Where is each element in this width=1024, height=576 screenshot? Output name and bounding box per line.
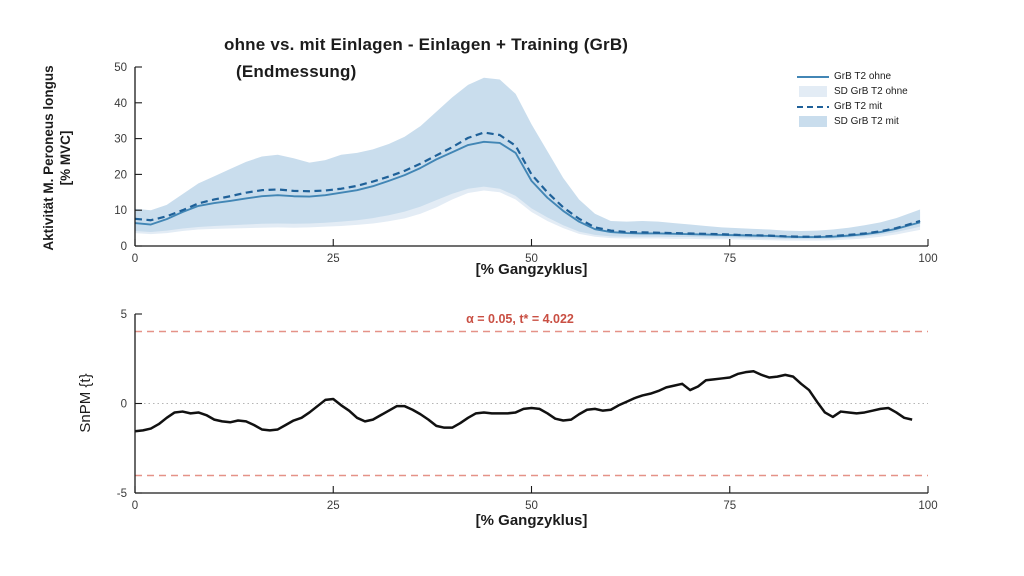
light-patch-swatch-icon [797, 86, 829, 97]
top-y-axis-label-line2: [% MVC] [58, 130, 73, 186]
top-x-tick-label: 50 [525, 253, 538, 265]
top-x-tick-label: 100 [918, 253, 937, 265]
legend: GrB T2 ohne SD GrB T2 ohne GrB T2 mit SD… [797, 69, 908, 129]
bottom-chart: 0 25 50 75 100 -5 0 5 [117, 309, 938, 512]
top-y-tick-label: 50 [114, 62, 127, 74]
bottom-y-tick-label: -5 [117, 488, 127, 500]
top-x-tick-label: 0 [132, 253, 138, 265]
bottom-x-tick-label: 75 [723, 500, 736, 512]
legend-item-sd-grb-t2-mit: SD GrB T2 mit [797, 114, 908, 129]
snpm-threshold-annotation: α = 0.05, t* = 4.022 [466, 312, 574, 326]
bottom-y-axis-label: SnPM {t} [77, 373, 94, 433]
legend-item-grb-t2-mit: GrB T2 mit [797, 99, 908, 114]
legend-label: GrB T2 ohne [834, 71, 892, 82]
bottom-x-axis-label: [% Gangzyklus] [475, 512, 588, 529]
snpm-t--line [134, 370, 913, 433]
legend-label: GrB T2 mit [834, 101, 883, 112]
dashed-line-swatch-icon [797, 105, 829, 108]
figure-title-line2: (Endmessung) [236, 62, 357, 81]
solid-line-swatch-icon [797, 75, 829, 78]
top-x-tick-label: 25 [327, 253, 340, 265]
patch-swatch-icon [797, 116, 829, 127]
top-x-tick-label: 75 [723, 253, 736, 265]
figure-title: ohne vs. mit Einlagen - Einlagen + Train… [224, 31, 628, 85]
bottom-y-tick-label: 5 [121, 309, 127, 321]
top-y-tick-label: 40 [114, 98, 127, 110]
top-y-tick-label: 30 [114, 134, 127, 146]
grb-t2-mit-line [134, 131, 921, 238]
sd-grb-t2-mit-band [135, 77, 921, 239]
top-y-axis-label: Aktivität M. Peroneus longus [% MVC] [40, 8, 80, 308]
top-x-axis-label: [% Gangzyklus] [475, 261, 588, 278]
figure-title-line1: ohne vs. mit Einlagen - Einlagen + Train… [224, 35, 629, 54]
bottom-y-tick-label: 0 [121, 399, 127, 411]
legend-item-sd-grb-t2-ohne: SD GrB T2 ohne [797, 84, 908, 99]
bottom-x-tick-label: 50 [525, 500, 538, 512]
top-y-axis-label-line1: Aktivität M. Peroneus longus [41, 65, 56, 251]
legend-label: SD GrB T2 ohne [834, 86, 908, 97]
bottom-x-tick-label: 0 [132, 500, 138, 512]
top-y-tick-label: 20 [114, 169, 127, 181]
bottom-x-tick-label: 100 [918, 500, 937, 512]
top-y-tick-label: 10 [114, 205, 127, 217]
bottom-x-tick-label: 25 [327, 500, 340, 512]
top-chart: 0 25 50 75 100 0 10 20 30 40 50 [114, 62, 937, 265]
legend-label: SD GrB T2 mit [834, 116, 899, 127]
top-y-tick-label: 0 [121, 241, 127, 253]
legend-item-grb-t2-ohne: GrB T2 ohne [797, 69, 908, 84]
